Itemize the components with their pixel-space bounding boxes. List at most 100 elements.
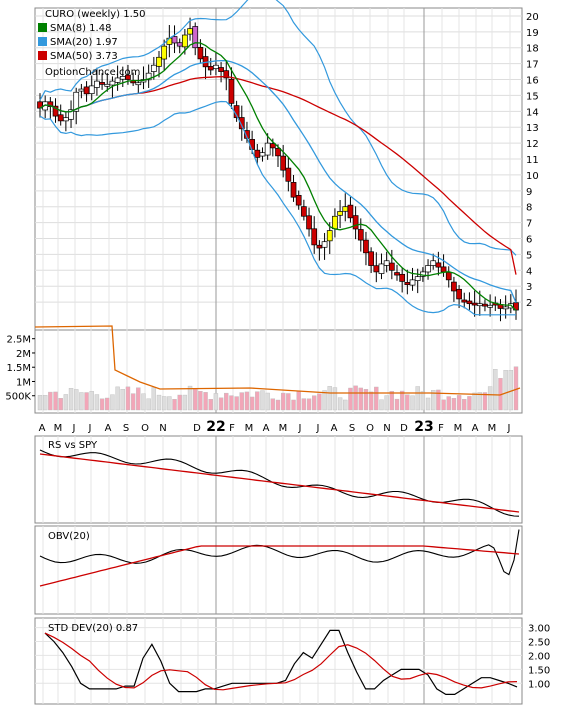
volume-bar [89, 391, 94, 411]
volume-bar [270, 398, 276, 411]
price-tick-label: 2 [526, 298, 532, 309]
month-label: M [454, 423, 463, 434]
legend-entry: SMA(20) 1.97 [50, 37, 118, 48]
volume-bar [389, 391, 395, 411]
stddev-tick-label: 1.00 [528, 679, 550, 690]
candle [440, 266, 447, 273]
candle [502, 306, 509, 310]
candle [275, 147, 281, 157]
volume-bar [94, 394, 100, 411]
bollinger-lower [39, 100, 516, 316]
volume-bar [415, 386, 420, 411]
price-tick-label: 11 [526, 155, 539, 166]
candle [228, 78, 235, 104]
month-label: J [507, 423, 511, 434]
candle [57, 114, 64, 122]
volume-bar [374, 386, 379, 411]
obv-line [39, 529, 520, 576]
price-tick-label: 16 [526, 76, 539, 87]
month-label: M [54, 423, 63, 434]
candle [461, 299, 468, 303]
candle [471, 302, 478, 306]
volume-bar [156, 394, 162, 411]
stddev-tick-label: 2.50 [528, 638, 550, 649]
volume-bar [348, 387, 353, 411]
month-label: A [331, 423, 338, 434]
volume-bar [193, 388, 198, 411]
volume-tick-label: 1.5M [6, 363, 31, 374]
volume-bar [74, 389, 79, 411]
candle [52, 105, 59, 117]
candle [301, 206, 307, 217]
price-tick-label: 12 [526, 139, 539, 150]
volume-bar [487, 386, 493, 411]
month-label: S [123, 423, 129, 434]
volume-bar [218, 397, 224, 411]
volume-bar [203, 392, 208, 411]
volume-bar [312, 395, 317, 411]
volume-bar [42, 395, 48, 411]
price-tick-label: 4 [526, 266, 532, 277]
volume-bar [301, 398, 307, 411]
candle [99, 82, 105, 85]
candle [425, 265, 431, 273]
volume-bar [280, 392, 286, 411]
month-label: M [488, 423, 497, 434]
sma8-line [39, 42, 517, 311]
price-tick-label: 17 [526, 60, 539, 71]
candle [383, 260, 390, 266]
month-label: F [229, 423, 235, 434]
stddev-panel [34, 617, 523, 705]
candle [456, 288, 462, 300]
volume-bar [431, 390, 436, 411]
candle [150, 64, 157, 72]
volume-bar [503, 370, 508, 411]
candle [357, 229, 364, 241]
candle [482, 303, 488, 307]
volume-bar [493, 369, 498, 411]
volume-bar [151, 387, 157, 411]
candle [83, 86, 90, 95]
candle [388, 262, 395, 271]
legend-swatch [38, 23, 47, 32]
candle [68, 109, 74, 120]
price-tick-label: 14 [526, 107, 539, 118]
candle [63, 117, 69, 122]
stddev-tick-label: 1.50 [528, 665, 550, 676]
year-label: 23 [414, 419, 433, 435]
volume-bar [317, 393, 322, 411]
volume-bar [136, 387, 141, 411]
bollinger-upper [39, 0, 517, 256]
volume-bar [198, 391, 203, 411]
volume-bar [306, 398, 312, 411]
volume-bar [187, 385, 193, 411]
volume-bar [343, 399, 348, 411]
volume-bar [53, 391, 58, 411]
volume-bar [244, 391, 250, 411]
volume-tick-label: 2M [16, 349, 31, 360]
volume-bar [405, 394, 410, 411]
candle [187, 28, 193, 35]
candle [73, 91, 80, 112]
volume-tick-label: 2.5M [6, 335, 31, 346]
volume-bar [125, 386, 131, 411]
month-label: A [105, 423, 112, 434]
volume-bar [399, 390, 405, 411]
chart-title: CURO (weekly) 1.50 [45, 9, 146, 20]
candle [259, 152, 266, 157]
price-tick-label: 20 [526, 12, 539, 23]
volume-bar [146, 398, 151, 411]
candle [285, 167, 292, 182]
candle [280, 155, 287, 171]
obv-panel-title: OBV(20) [48, 531, 90, 542]
volume-bar [451, 398, 457, 411]
candle [321, 241, 328, 248]
candle [342, 206, 349, 212]
candle [114, 77, 121, 83]
volume-bar [172, 399, 177, 411]
candle [414, 276, 421, 281]
volume-bar [332, 387, 338, 411]
candle [409, 279, 416, 286]
candle [435, 262, 442, 268]
candle [264, 142, 271, 156]
